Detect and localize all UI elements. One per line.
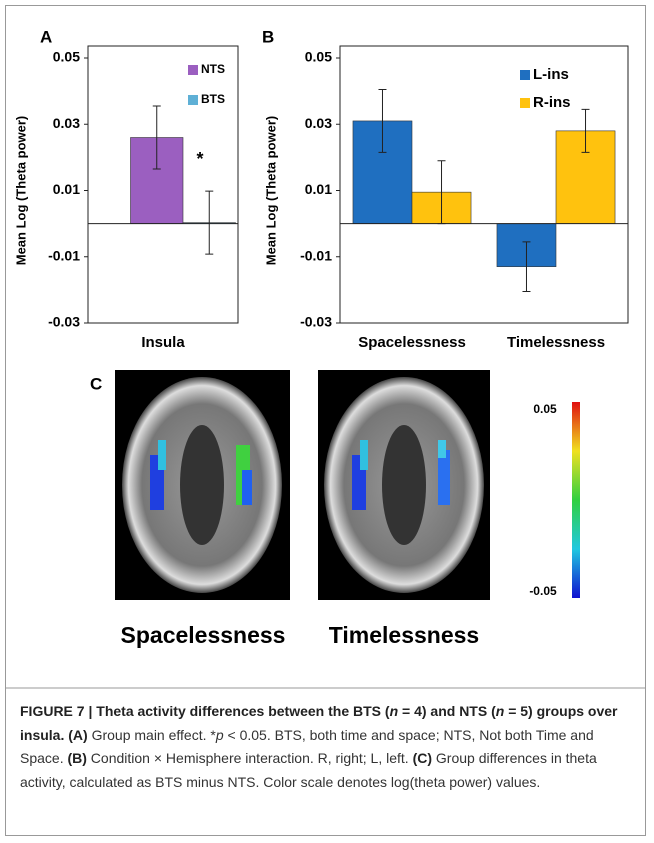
legend-label: BTS (201, 92, 225, 106)
y-axis-title: Mean Log (Theta power) (263, 116, 278, 266)
panel-label: A (40, 27, 52, 46)
y-tick-label: -0.03 (300, 314, 332, 330)
y-tick-label: 0.01 (305, 181, 332, 197)
brain-image (318, 370, 490, 600)
colorbar-label: 0.05 (533, 402, 557, 416)
x-tick-label: Timelessness (507, 334, 605, 351)
legend-swatch (188, 65, 198, 75)
y-tick-label: -0.01 (48, 247, 80, 263)
y-tick-label: 0.05 (53, 49, 80, 65)
panel-label: B (262, 27, 274, 46)
colorbar (572, 402, 580, 598)
y-tick-label: 0.03 (305, 115, 332, 131)
y-tick-label: -0.01 (300, 247, 332, 263)
legend-swatch (188, 95, 198, 105)
y-tick-label: 0.03 (53, 115, 80, 131)
caption-text: Condition × Hemisphere interaction. R, r… (87, 750, 409, 766)
x-axis-title: Insula (141, 334, 185, 351)
y-axis-title: Mean Log (Theta power) (13, 116, 28, 266)
x-tick-label: Spacelessness (358, 334, 466, 351)
caption-text: (C) (409, 750, 432, 766)
legend-label: R-ins (533, 94, 571, 111)
legend-label: L-ins (533, 66, 569, 83)
figure: C 0.05 -0.05 Spacelessness Timelessness … (0, 0, 654, 843)
legend-swatch (520, 98, 530, 108)
caption-text: FIGURE 7 | Theta activity differences be… (20, 703, 390, 719)
image-title: Spacelessness (121, 622, 286, 648)
caption-text: n (390, 703, 399, 719)
y-tick-label: 0.05 (305, 49, 332, 65)
caption: FIGURE 7 | Theta activity differences be… (20, 700, 638, 794)
image-title: Timelessness (329, 622, 479, 648)
figure-graphics: C 0.05 -0.05 Spacelessness Timelessness … (0, 0, 654, 690)
caption-text: p (216, 727, 224, 743)
legend-swatch (520, 70, 530, 80)
annotation: * (196, 149, 203, 169)
caption-text: = 4) and NTS ( (398, 703, 496, 719)
y-tick-label: 0.01 (53, 181, 80, 197)
caption-text: Group main effect. * (88, 727, 216, 743)
y-tick-label: -0.03 (48, 314, 80, 330)
panel-label: C (90, 374, 102, 393)
brain-image (115, 370, 290, 600)
caption-text: (A) (64, 727, 87, 743)
legend-label: NTS (201, 62, 225, 76)
colorbar-label: -0.05 (529, 584, 557, 598)
caption-text: (B) (64, 750, 87, 766)
